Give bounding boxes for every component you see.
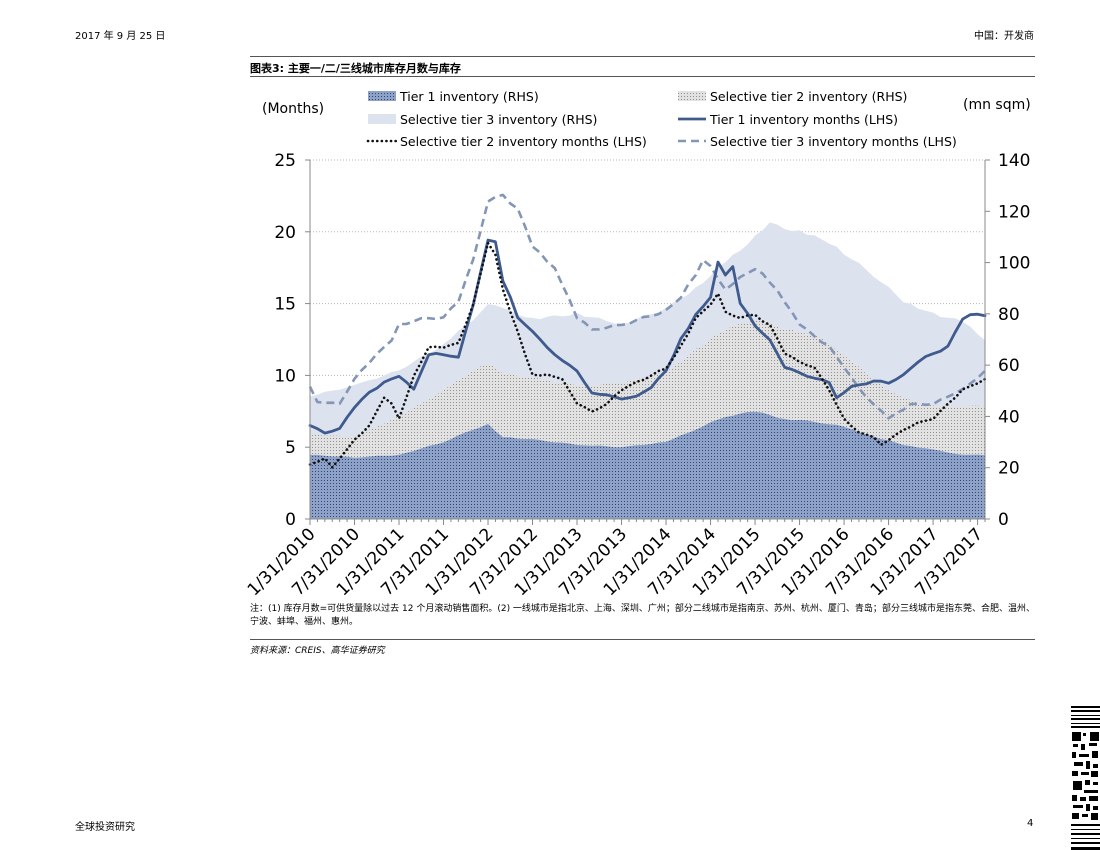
y-right-tick-label: 100 (998, 254, 1030, 274)
y-axis-right-label: (mn sqm) (963, 97, 1031, 113)
y-right-tick-label: 20 (998, 459, 1020, 479)
top-rule (250, 56, 1035, 57)
source-text: 资料来源：CREIS、高华证券研究 (250, 646, 385, 656)
line-series (308, 193, 987, 469)
y-left-tick-label: 10 (274, 366, 296, 386)
legend-label: Selective tier 3 inventory (RHS) (400, 112, 597, 127)
legend: Tier 1 inventory (RHS) Selective tier 2 i… (366, 89, 957, 149)
y-right-tick-label: 140 (998, 151, 1030, 171)
y-right-tick-label: 0 (998, 510, 1009, 530)
y-left-tick-label: 25 (274, 151, 296, 171)
legend-swatch-tier3-inventory (368, 114, 396, 124)
figure-title: 图表3: 主要一/二/三线城市库存月数与库存 (250, 62, 461, 75)
legend-label: Selective tier 2 inventory (RHS) (710, 89, 907, 104)
legend-label: Selective tier 3 inventory months (LHS) (710, 134, 957, 149)
y-right-tick-label: 40 (998, 407, 1020, 427)
page-number: 4 (1027, 818, 1034, 829)
inventory-chart: 25201510501401201008060402001/31/20107/3… (244, 89, 1031, 600)
area-series (310, 222, 985, 519)
y-left-tick-label: 20 (274, 223, 296, 243)
legend-swatch-tier2-inventory (678, 91, 706, 101)
chart-note: 注：(1) 库存月数=可供货量除以过去 12 个月滚动销售面积。(2) 一线城市… (250, 604, 1035, 627)
t3m-line (308, 193, 986, 420)
y-left-tick-label: 15 (274, 295, 296, 315)
title-rule (250, 76, 1035, 77)
legend-label: Tier 1 inventory months (LHS) (709, 112, 898, 127)
y-left-tick-label: 5 (285, 438, 296, 458)
legend-swatch-tier1-inventory (368, 91, 396, 101)
header-date: 2017 年 9 月 25 日 (75, 31, 166, 42)
y-left-tick-label: 0 (285, 510, 296, 530)
y-axis-left-label: (Months) (262, 101, 324, 117)
header-section: 中国：开发商 (974, 31, 1034, 42)
t2m-line (308, 241, 987, 469)
y-right-tick-label: 60 (998, 356, 1020, 376)
legend-label: Selective tier 2 inventory months (LHS) (400, 134, 647, 149)
footer-label: 全球投资研究 (75, 822, 135, 833)
qr-code-image (1071, 706, 1100, 850)
t1m-line (308, 238, 987, 435)
y-right-tick-label: 120 (998, 202, 1030, 222)
note-rule (250, 639, 1035, 640)
legend-label: Tier 1 inventory (RHS) (399, 89, 539, 104)
t1inv-area (310, 411, 985, 519)
y-right-tick-label: 80 (998, 305, 1020, 325)
